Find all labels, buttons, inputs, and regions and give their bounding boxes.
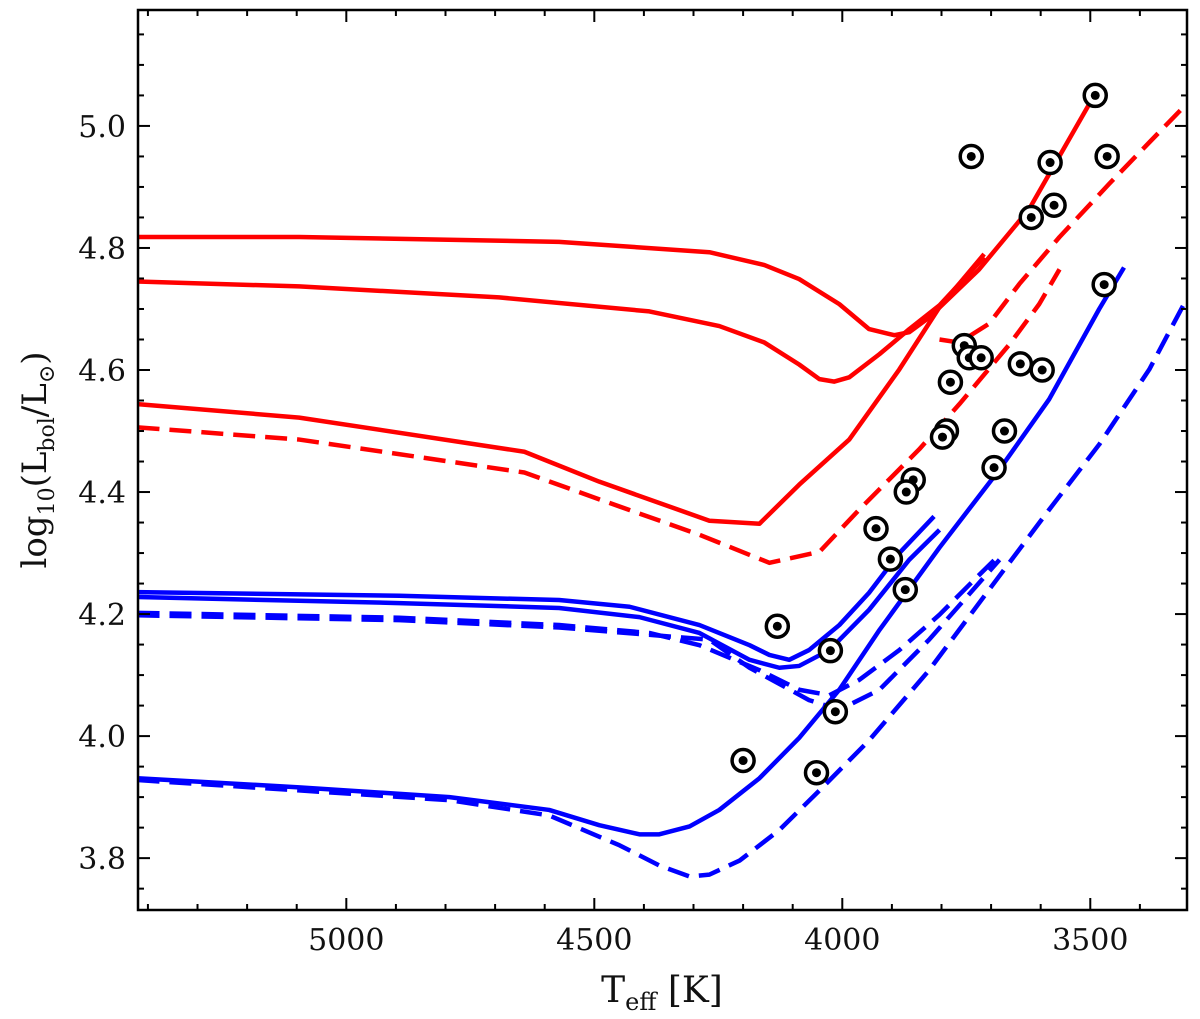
track-line-7 [137, 266, 1126, 837]
star-marker [1037, 149, 1063, 176]
y-tick-label: 4.8 [78, 232, 126, 267]
track-line-5 [137, 514, 936, 663]
star-marker [1041, 192, 1067, 219]
star-marker [817, 637, 844, 664]
star-marker [981, 454, 1007, 481]
star-marker [1094, 143, 1120, 170]
star-marker [991, 418, 1018, 444]
plot-frame [136, 8, 1189, 912]
star-marker [764, 613, 791, 640]
star-marker [893, 479, 920, 505]
track-line-0 [137, 88, 1102, 338]
star-markers [730, 82, 1120, 786]
star-marker [892, 576, 919, 603]
star-marker [958, 143, 984, 170]
track-line-9 [137, 558, 1002, 713]
track-lines [137, 88, 1189, 879]
y-tick-label: 5.0 [78, 110, 126, 145]
track-line-10 [137, 298, 1189, 879]
star-marker [1091, 271, 1117, 298]
track-line-8 [137, 553, 1002, 698]
star-marker [968, 345, 994, 371]
star-marker [877, 546, 904, 572]
star-marker [822, 698, 849, 725]
x-tick-label: 4500 [556, 923, 632, 958]
axis-ticks: 5000 4500 4000 3500 3.8 4.0 4.2 4.4 4.6 4.8 5.0 [78, 10, 1187, 958]
track-line-1 [137, 255, 986, 384]
star-marker [1029, 357, 1055, 383]
y-tick-label: 3.8 [78, 842, 126, 877]
x-tick-label: 4000 [804, 923, 880, 958]
y-tick-label: 4.4 [78, 476, 126, 511]
star-marker [803, 759, 830, 786]
x-tick-label: 5000 [308, 923, 384, 958]
star-marker [730, 747, 756, 774]
track-line-4 [137, 268, 1062, 566]
star-marker [863, 515, 889, 542]
x-tick-label: 3500 [1052, 923, 1128, 958]
x-axis-label: Teff [K] [601, 970, 723, 1016]
star-marker [1018, 204, 1045, 231]
y-tick-label: 4.0 [78, 720, 126, 755]
track-line-6 [137, 528, 942, 671]
star-marker [1007, 351, 1034, 377]
star-marker [937, 369, 964, 395]
y-axis-label: log10(Lbol/L⊙) [15, 351, 60, 568]
y-tick-label: 4.2 [78, 598, 126, 633]
y-tick-label: 4.6 [78, 354, 126, 389]
star-marker [929, 424, 956, 450]
star-marker [1082, 82, 1108, 109]
track-line-3 [939, 102, 1189, 345]
track-line-2 [137, 252, 986, 527]
